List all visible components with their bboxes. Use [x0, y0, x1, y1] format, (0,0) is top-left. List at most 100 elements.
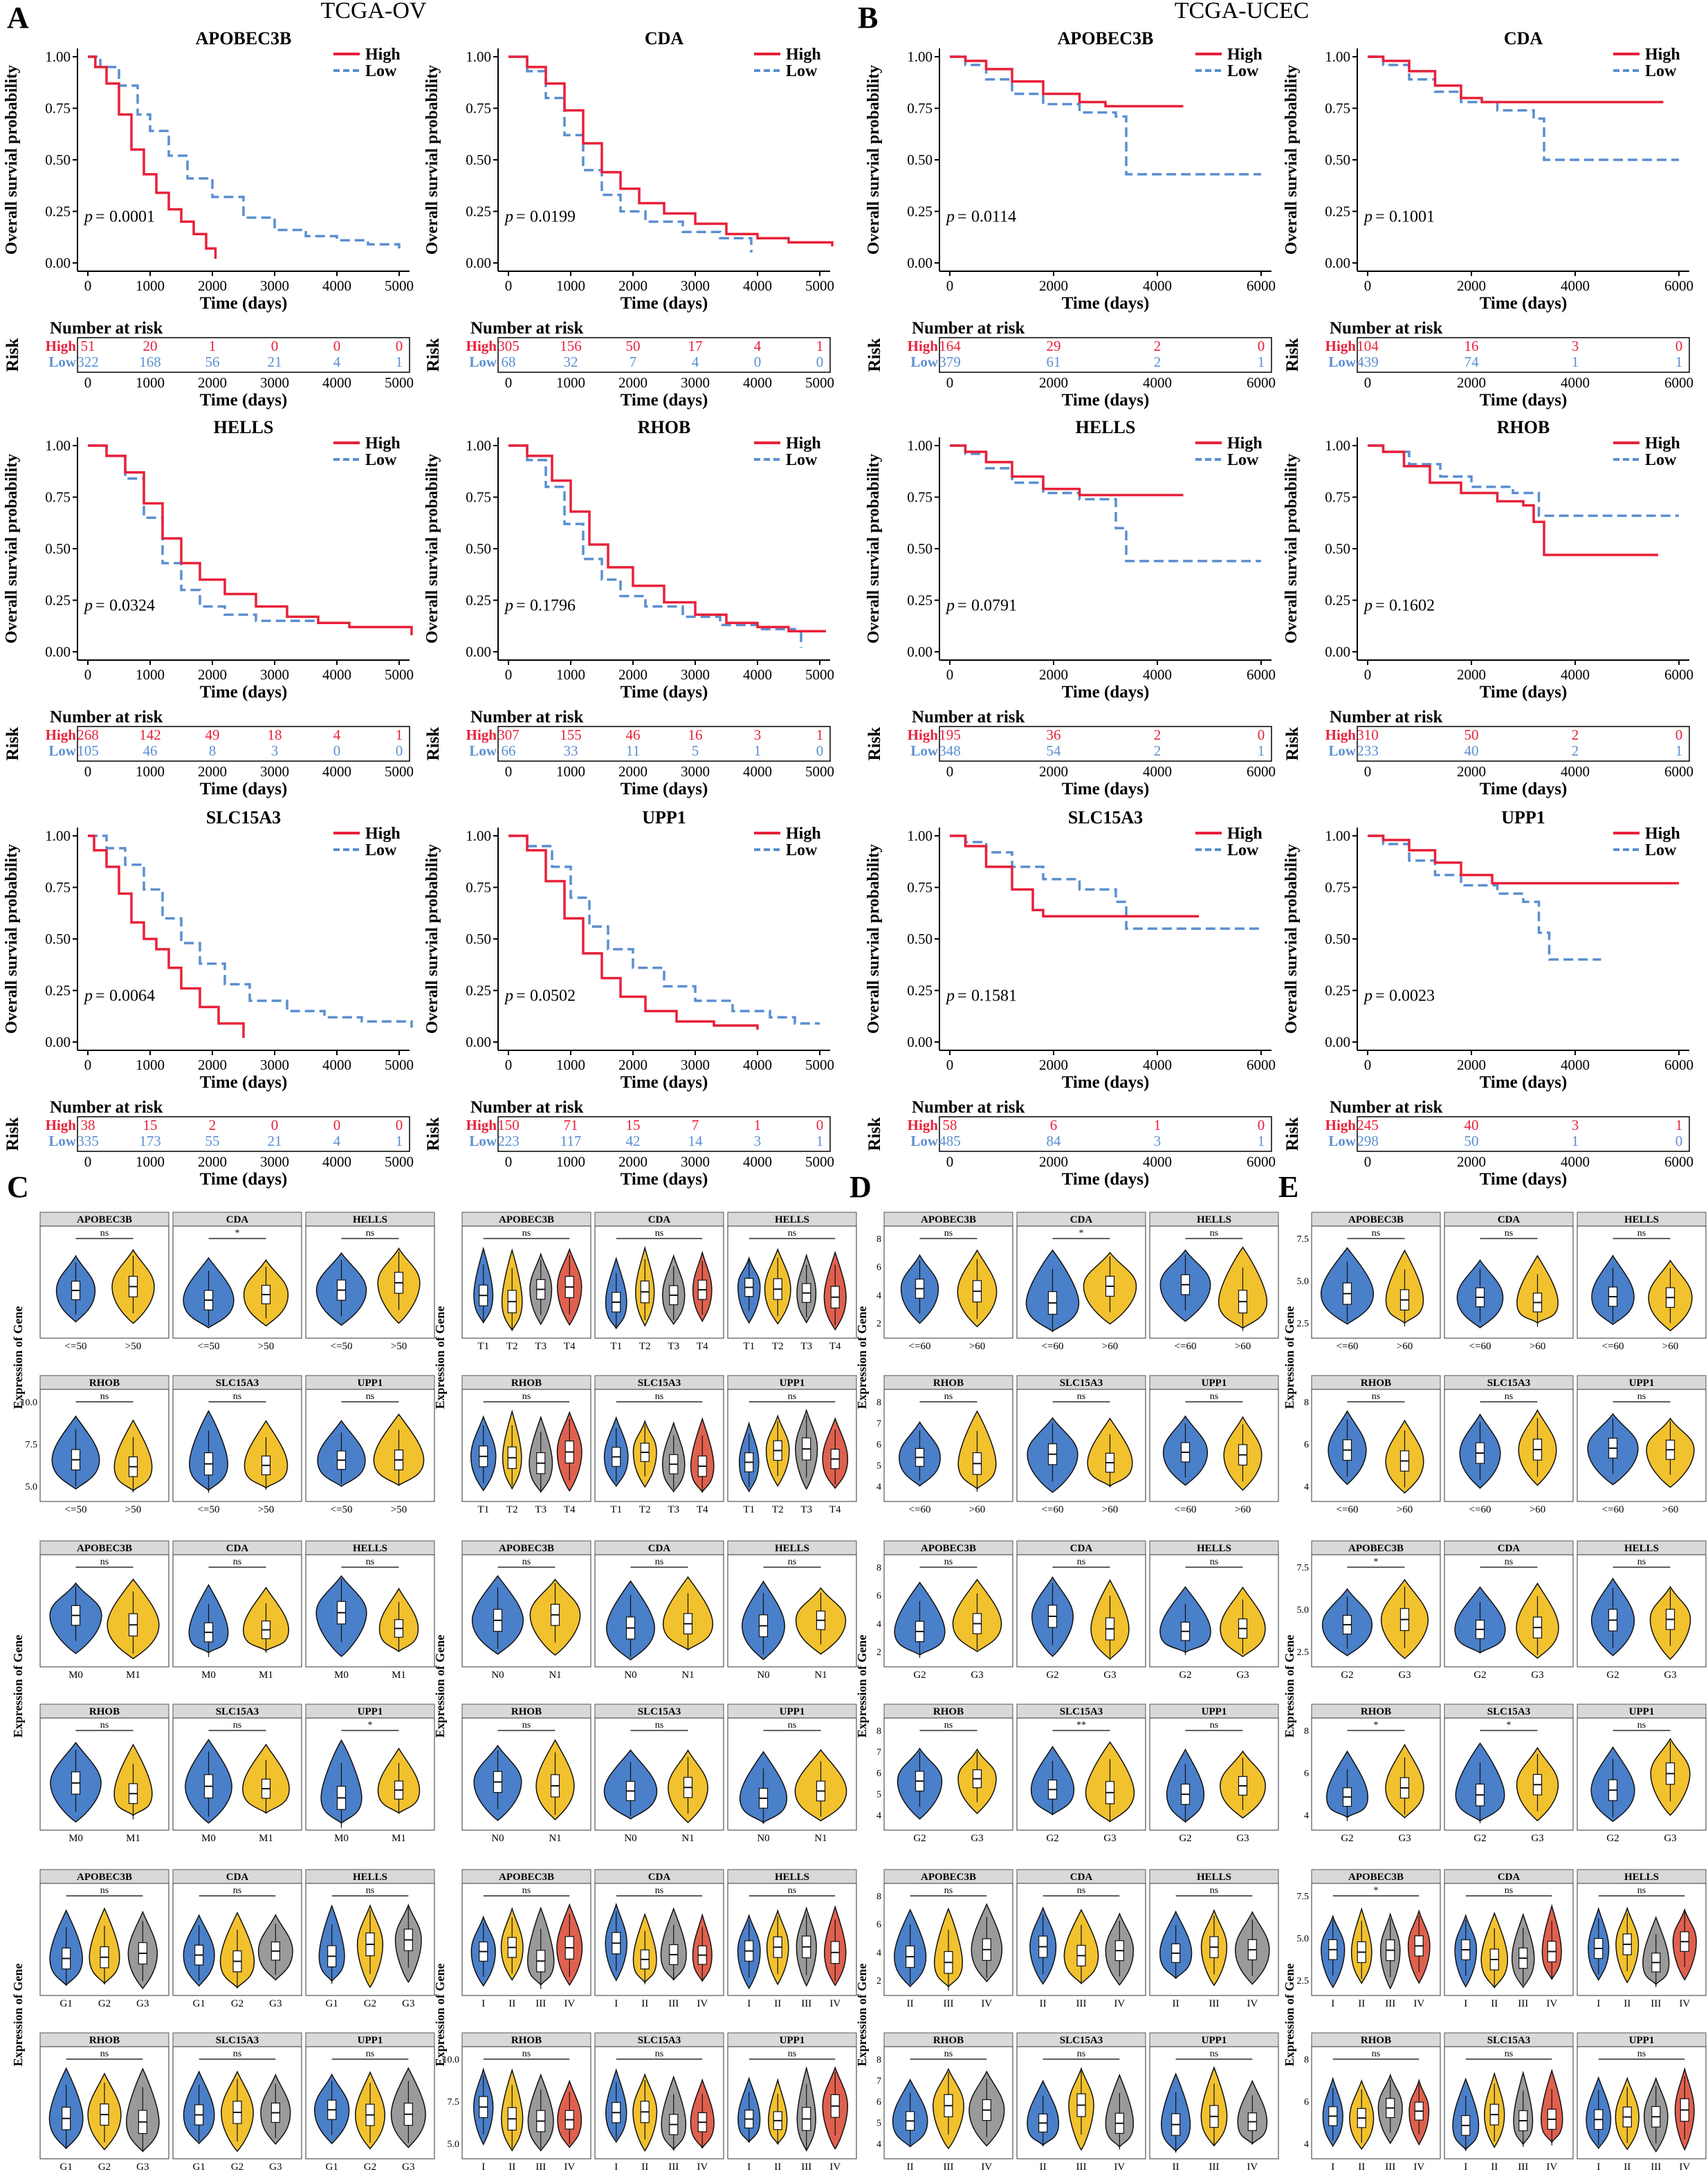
- risk-x-label: Time (days): [1062, 391, 1150, 410]
- risk-count-low: 68: [502, 354, 516, 370]
- violin-y-label: Expression of Gene: [11, 1635, 25, 1738]
- risk-count-high: 3: [754, 727, 762, 743]
- risk-count-high: 38: [81, 1117, 95, 1133]
- p-value: 0.0791: [971, 596, 1017, 614]
- violin-cell-hells: HELLS ns G2 G3: [1577, 1540, 1707, 1681]
- violin-y-tick-label: 2.5: [1297, 1319, 1310, 1329]
- group-tick-label: IV: [1247, 1998, 1258, 2009]
- p-value-symbol: p: [1363, 596, 1372, 614]
- group-tick-label: IV: [1413, 1998, 1424, 2009]
- km-curve-low: [950, 834, 1261, 930]
- facet-gene-label: UPP1: [780, 1378, 805, 1389]
- facet-gene-label: HELLS: [775, 1543, 809, 1554]
- cohort-title-ucec: TCGA-UCEC: [1175, 0, 1310, 24]
- risk-row-high: High: [908, 1117, 939, 1133]
- panel-letter-c: C: [7, 1170, 29, 1204]
- significance-label: ns: [944, 1391, 953, 1402]
- violin-y-label: Expression of Gene: [855, 1306, 869, 1409]
- risk-count-low: 54: [1047, 742, 1062, 759]
- facet-gene-label: SLC15A3: [638, 1378, 681, 1389]
- risk-axis-label: Risk: [3, 338, 22, 372]
- violin-cell-apobec3b: APOBEC3B ns M0 M1: [39, 1540, 169, 1681]
- facet-gene-label: HELLS: [1197, 1872, 1231, 1883]
- km-y-tick-label: 0.50: [907, 540, 933, 557]
- risk-time-tick: 0: [505, 374, 513, 391]
- risk-time-tick: 3000: [681, 374, 710, 391]
- km-y-tick-label: 0.75: [466, 879, 491, 896]
- risk-time-tick: 4000: [1561, 763, 1590, 780]
- risk-time-tick: 5000: [385, 1153, 414, 1170]
- facet-gene-label: UPP1: [358, 1378, 383, 1389]
- legend-high-label: High: [365, 435, 401, 453]
- facet-gene-label: HELLS: [353, 1214, 387, 1225]
- violin-y-tick-label: 4: [1304, 1482, 1309, 1492]
- p-value-symbol: p: [1363, 987, 1372, 1005]
- panel-letter-a: A: [7, 1, 29, 35]
- legend-low-label: Low: [1227, 62, 1259, 80]
- km-x-label: Time (days): [621, 1073, 708, 1092]
- facet-gene-label: APOBEC3B: [1348, 1214, 1404, 1225]
- group-tick-label: M1: [259, 1670, 273, 1681]
- group-tick-label: G1: [59, 2162, 72, 2173]
- group-tick-label: III: [1518, 1998, 1528, 2009]
- risk-time-tick: 2000: [618, 1153, 648, 1170]
- significance-label: ns: [100, 1720, 109, 1730]
- group-tick-label: T1: [477, 1341, 489, 1352]
- risk-count-high: 1: [209, 338, 217, 354]
- group-tick-label: G3: [1531, 1833, 1543, 1844]
- group-tick-label: M0: [68, 1833, 83, 1844]
- facet-gene-label: UPP1: [358, 2035, 383, 2046]
- group-tick-label: <=60: [1337, 1504, 1359, 1515]
- violin-cell-rhob: RHOB 4 5 6 7 8 ns G2 G3: [876, 1704, 1013, 1844]
- risk-count-low: 4: [333, 354, 341, 370]
- group-tick-label: G2: [1179, 1670, 1191, 1681]
- significance-label: ns: [1077, 1391, 1085, 1402]
- group-tick-label: G3: [1664, 1833, 1676, 1844]
- significance-label: ns: [1505, 1228, 1513, 1239]
- group-tick-label: G2: [1046, 1670, 1058, 1681]
- p-value: 0.1581: [971, 987, 1017, 1005]
- risk-count-low: 1: [1675, 354, 1683, 370]
- facet-gene-label: RHOB: [511, 2035, 542, 2046]
- group-tick-label: N0: [491, 1670, 504, 1681]
- km-curve-high: [88, 834, 245, 1039]
- km-y-tick-label: 1.00: [1325, 828, 1350, 844]
- km-x-label: Time (days): [1480, 294, 1568, 313]
- risk-count-high: 6: [1050, 1117, 1058, 1133]
- km-curve-high: [508, 444, 826, 632]
- significance-label: **: [1076, 1720, 1086, 1730]
- p-value-equals: =: [95, 208, 105, 226]
- facet-gene-label: UPP1: [780, 2035, 805, 2046]
- risk-time-tick: 1000: [556, 374, 585, 391]
- p-value-equals: =: [516, 987, 526, 1005]
- facet-gene-label: UPP1: [1202, 2035, 1227, 2046]
- group-tick-label: G3: [136, 1998, 149, 2009]
- group-tick-label: G3: [136, 2162, 149, 2173]
- km-y-tick-label: 0.75: [466, 489, 491, 506]
- p-value: 0.0023: [1389, 987, 1435, 1005]
- p-value-symbol: p: [504, 596, 513, 614]
- km-y-tick-label: 0.25: [1325, 592, 1350, 609]
- significance-label: ns: [655, 2049, 663, 2059]
- significance-label: ns: [1210, 2049, 1218, 2059]
- risk-row-low: Low: [910, 354, 939, 370]
- risk-count-high: 1: [816, 727, 824, 743]
- risk-time-tick: 0: [946, 763, 954, 780]
- violin-cell-cda: CDA ns G1 G2 G3: [172, 1869, 302, 2009]
- legend-high-label: High: [1227, 46, 1262, 64]
- group-tick-label: T4: [564, 1341, 576, 1352]
- risk-time-tick: 1000: [136, 374, 165, 391]
- risk-count-high: 310: [1357, 727, 1379, 743]
- violin-y-tick-label: 4: [876, 1811, 881, 1821]
- km-y-label: Overall survial probability: [1283, 844, 1301, 1034]
- risk-count-high: 20: [143, 338, 158, 354]
- risk-x-label: Time (days): [1480, 1170, 1568, 1189]
- significance-label: ns: [788, 1557, 796, 1567]
- risk-axis-label: Risk: [1283, 338, 1302, 372]
- km-y-tick-label: 0.75: [907, 100, 933, 117]
- group-tick-label: G2: [1341, 1833, 1353, 1844]
